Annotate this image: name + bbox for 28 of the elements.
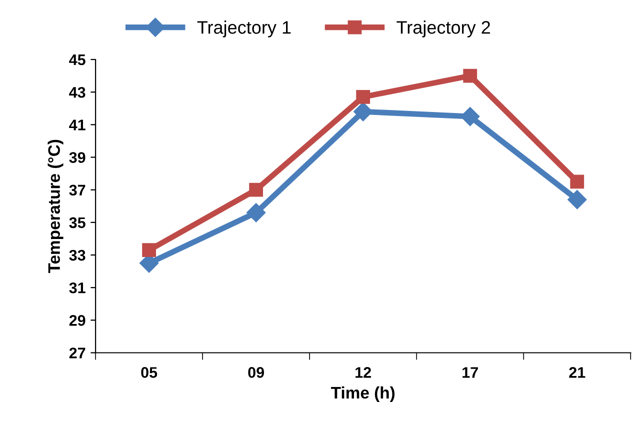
legend-label: Trajectory 1 xyxy=(197,20,291,38)
x-tick-label: 09 xyxy=(248,367,264,378)
y-tick-label: 39 xyxy=(69,152,86,163)
point xyxy=(463,68,478,83)
x-tick-label: 17 xyxy=(462,367,478,378)
y-tick-label: 35 xyxy=(69,217,86,228)
point xyxy=(354,102,373,122)
point xyxy=(460,106,480,126)
y-tick-label: 31 xyxy=(69,282,86,294)
point xyxy=(568,190,587,210)
y-tick-label: 45 xyxy=(69,54,86,66)
point xyxy=(570,174,584,189)
x-tick-label: 21 xyxy=(569,367,586,378)
legend-label: Trajectory 2 xyxy=(396,20,490,38)
y-tick-label: 37 xyxy=(69,184,86,196)
y-axis-title: Temperature (°C) xyxy=(48,140,64,274)
x-tick-label: 12 xyxy=(356,367,371,378)
y-tick-label: 33 xyxy=(69,250,86,261)
y-tick-label: 29 xyxy=(69,315,86,326)
y-tick-label: 27 xyxy=(69,348,86,358)
y-tick-label: 43 xyxy=(69,86,86,98)
point xyxy=(249,182,264,197)
point xyxy=(246,203,266,222)
y-tick-label: 41 xyxy=(69,120,86,130)
x-tick-label: 05 xyxy=(141,367,158,378)
point xyxy=(356,90,370,104)
point xyxy=(142,243,156,258)
x-axis-title: Time (h) xyxy=(331,386,395,402)
